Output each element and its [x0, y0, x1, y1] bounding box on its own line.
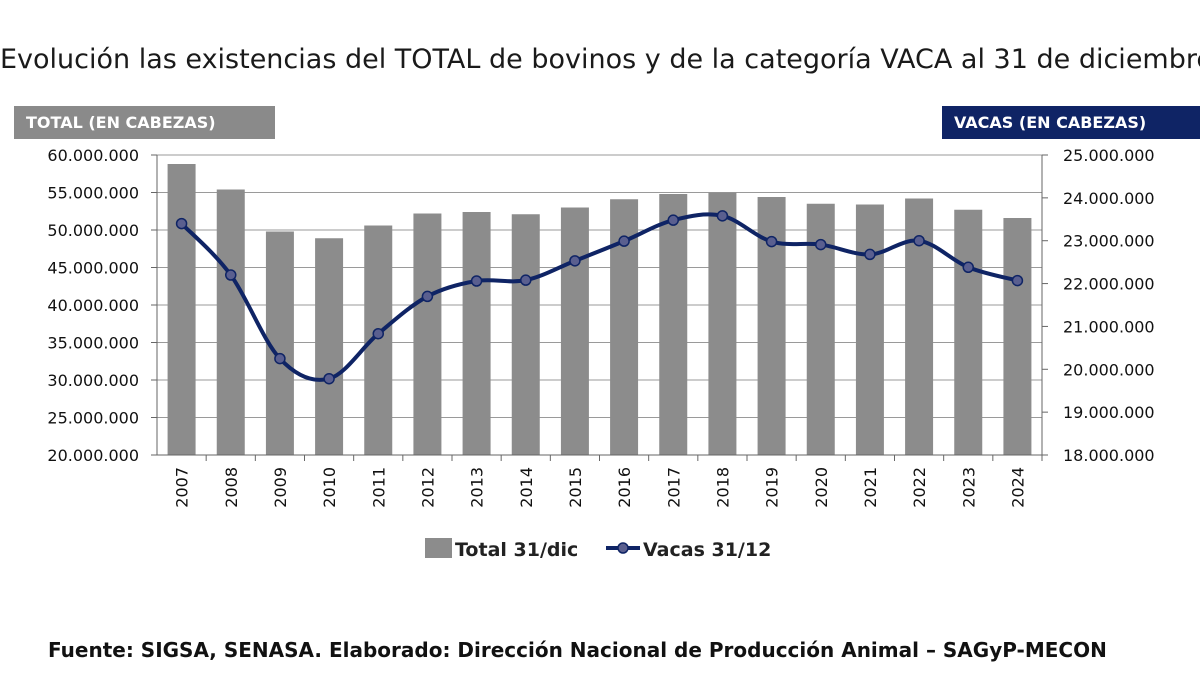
- right-tick-label: 21.000.000: [1063, 317, 1155, 336]
- vacas-line: [175, 210, 1024, 385]
- x-tick-label: 2007: [173, 467, 192, 508]
- bar-total-2013: [462, 212, 491, 455]
- vacas-point-2010: [323, 372, 335, 385]
- vacas-point-2013: [470, 275, 483, 287]
- bar-total-2012: [413, 213, 442, 455]
- x-tick-label: 2013: [468, 467, 487, 508]
- vacas-point-2021: [864, 248, 876, 261]
- left-tick-label: 25.000.000: [47, 409, 139, 428]
- right-tick-label: 19.000.000: [1063, 403, 1155, 422]
- bar-total-2021: [855, 204, 884, 455]
- axes: [151, 154, 1048, 461]
- left-tick-label: 45.000.000: [47, 259, 139, 278]
- left-tick-label: 40.000.000: [47, 296, 139, 315]
- right-tick-label: 25.000.000: [1063, 146, 1155, 165]
- x-tick-label: 2018: [713, 467, 732, 508]
- x-tick-label: 2012: [418, 467, 437, 508]
- legend-bar-label: Total 31/dic: [455, 539, 578, 561]
- vacas-line-path: [180, 212, 1018, 382]
- vacas-point-2012: [421, 290, 434, 303]
- bar-total-2014: [511, 214, 540, 455]
- vacas-point-2014: [520, 274, 532, 286]
- right-tick-label: 22.000.000: [1063, 275, 1155, 294]
- right-tick-label: 24.000.000: [1063, 189, 1155, 208]
- x-tick-label: 2011: [369, 467, 388, 508]
- left-axis-tag: TOTAL (EN CABEZAS): [14, 106, 275, 139]
- page-title: Evolución las existencias del TOTAL de b…: [0, 44, 1200, 75]
- vacas-point-2011: [372, 327, 384, 340]
- x-tick-label: 2019: [763, 467, 782, 508]
- bar-total-2011: [364, 225, 393, 455]
- vacas-point-2022: [913, 234, 925, 247]
- bar-total-2017: [659, 194, 688, 455]
- source-note: Fuente: SIGSA, SENASA. Elaborado: Direcc…: [48, 638, 1107, 662]
- x-tick-label: 2024: [1008, 467, 1027, 508]
- bar-total-2008: [216, 189, 245, 455]
- x-tick-label: 2008: [222, 467, 241, 508]
- legend-line-label: Vacas 31/12: [643, 539, 771, 561]
- right-tick-label: 18.000.000: [1063, 446, 1155, 465]
- right-tick-label: 20.000.000: [1063, 360, 1155, 379]
- vacas-point-2020: [815, 238, 827, 251]
- x-tick-label: 2022: [910, 467, 929, 508]
- x-tick-label: 2017: [664, 467, 683, 508]
- x-tick-label: 2021: [861, 467, 880, 508]
- vacas-point-2018: [716, 210, 729, 222]
- x-tick-label: 2010: [320, 467, 339, 508]
- left-tick-label: 50.000.000: [47, 221, 139, 240]
- legend-line-marker: [617, 542, 629, 554]
- x-tick-label: 2023: [959, 467, 978, 508]
- vacas-point-2015: [569, 255, 581, 267]
- x-tick-label: 2020: [812, 467, 831, 508]
- x-tick-label: 2016: [615, 467, 634, 508]
- left-tick-label: 60.000.000: [47, 146, 139, 165]
- legend: Total 31/dic Vacas 31/12: [425, 538, 771, 561]
- vacas-point-2016: [618, 235, 630, 247]
- vacas-point-2024: [1011, 274, 1024, 287]
- x-tick-label: 2009: [271, 467, 290, 508]
- right-axis-tag: VACAS (EN CABEZAS): [942, 106, 1200, 139]
- vacas-point-2008: [225, 269, 237, 281]
- vacas-point-2009: [274, 352, 286, 365]
- vacas-point-2017: [667, 214, 679, 226]
- x-tick-label: 2015: [566, 467, 585, 508]
- tick-labels: 20.000.000 25.000.000 30.000.000 35.000.000…: [47, 146, 1154, 508]
- bar-total-2010: [315, 238, 344, 455]
- x-tick-label: 2014: [517, 467, 536, 508]
- bars: [167, 164, 1032, 455]
- left-tick-label: 35.000.000: [47, 334, 139, 353]
- bar-total-2007: [167, 164, 196, 455]
- left-tick-label: 30.000.000: [47, 371, 139, 390]
- right-tick-label: 23.000.000: [1063, 232, 1155, 251]
- left-tick-label: 55.000.000: [47, 184, 139, 203]
- bar-total-2023: [954, 209, 983, 455]
- left-tick-label: 20.000.000: [47, 446, 139, 465]
- bar-total-2015: [560, 207, 589, 455]
- vacas-point-2023: [962, 261, 974, 274]
- vacas-point-2007: [175, 217, 188, 230]
- bar-total-2018: [708, 192, 737, 455]
- legend-bar-swatch: [425, 538, 452, 558]
- vacas-point-2019: [765, 235, 778, 248]
- bar-total-2024: [1003, 218, 1032, 455]
